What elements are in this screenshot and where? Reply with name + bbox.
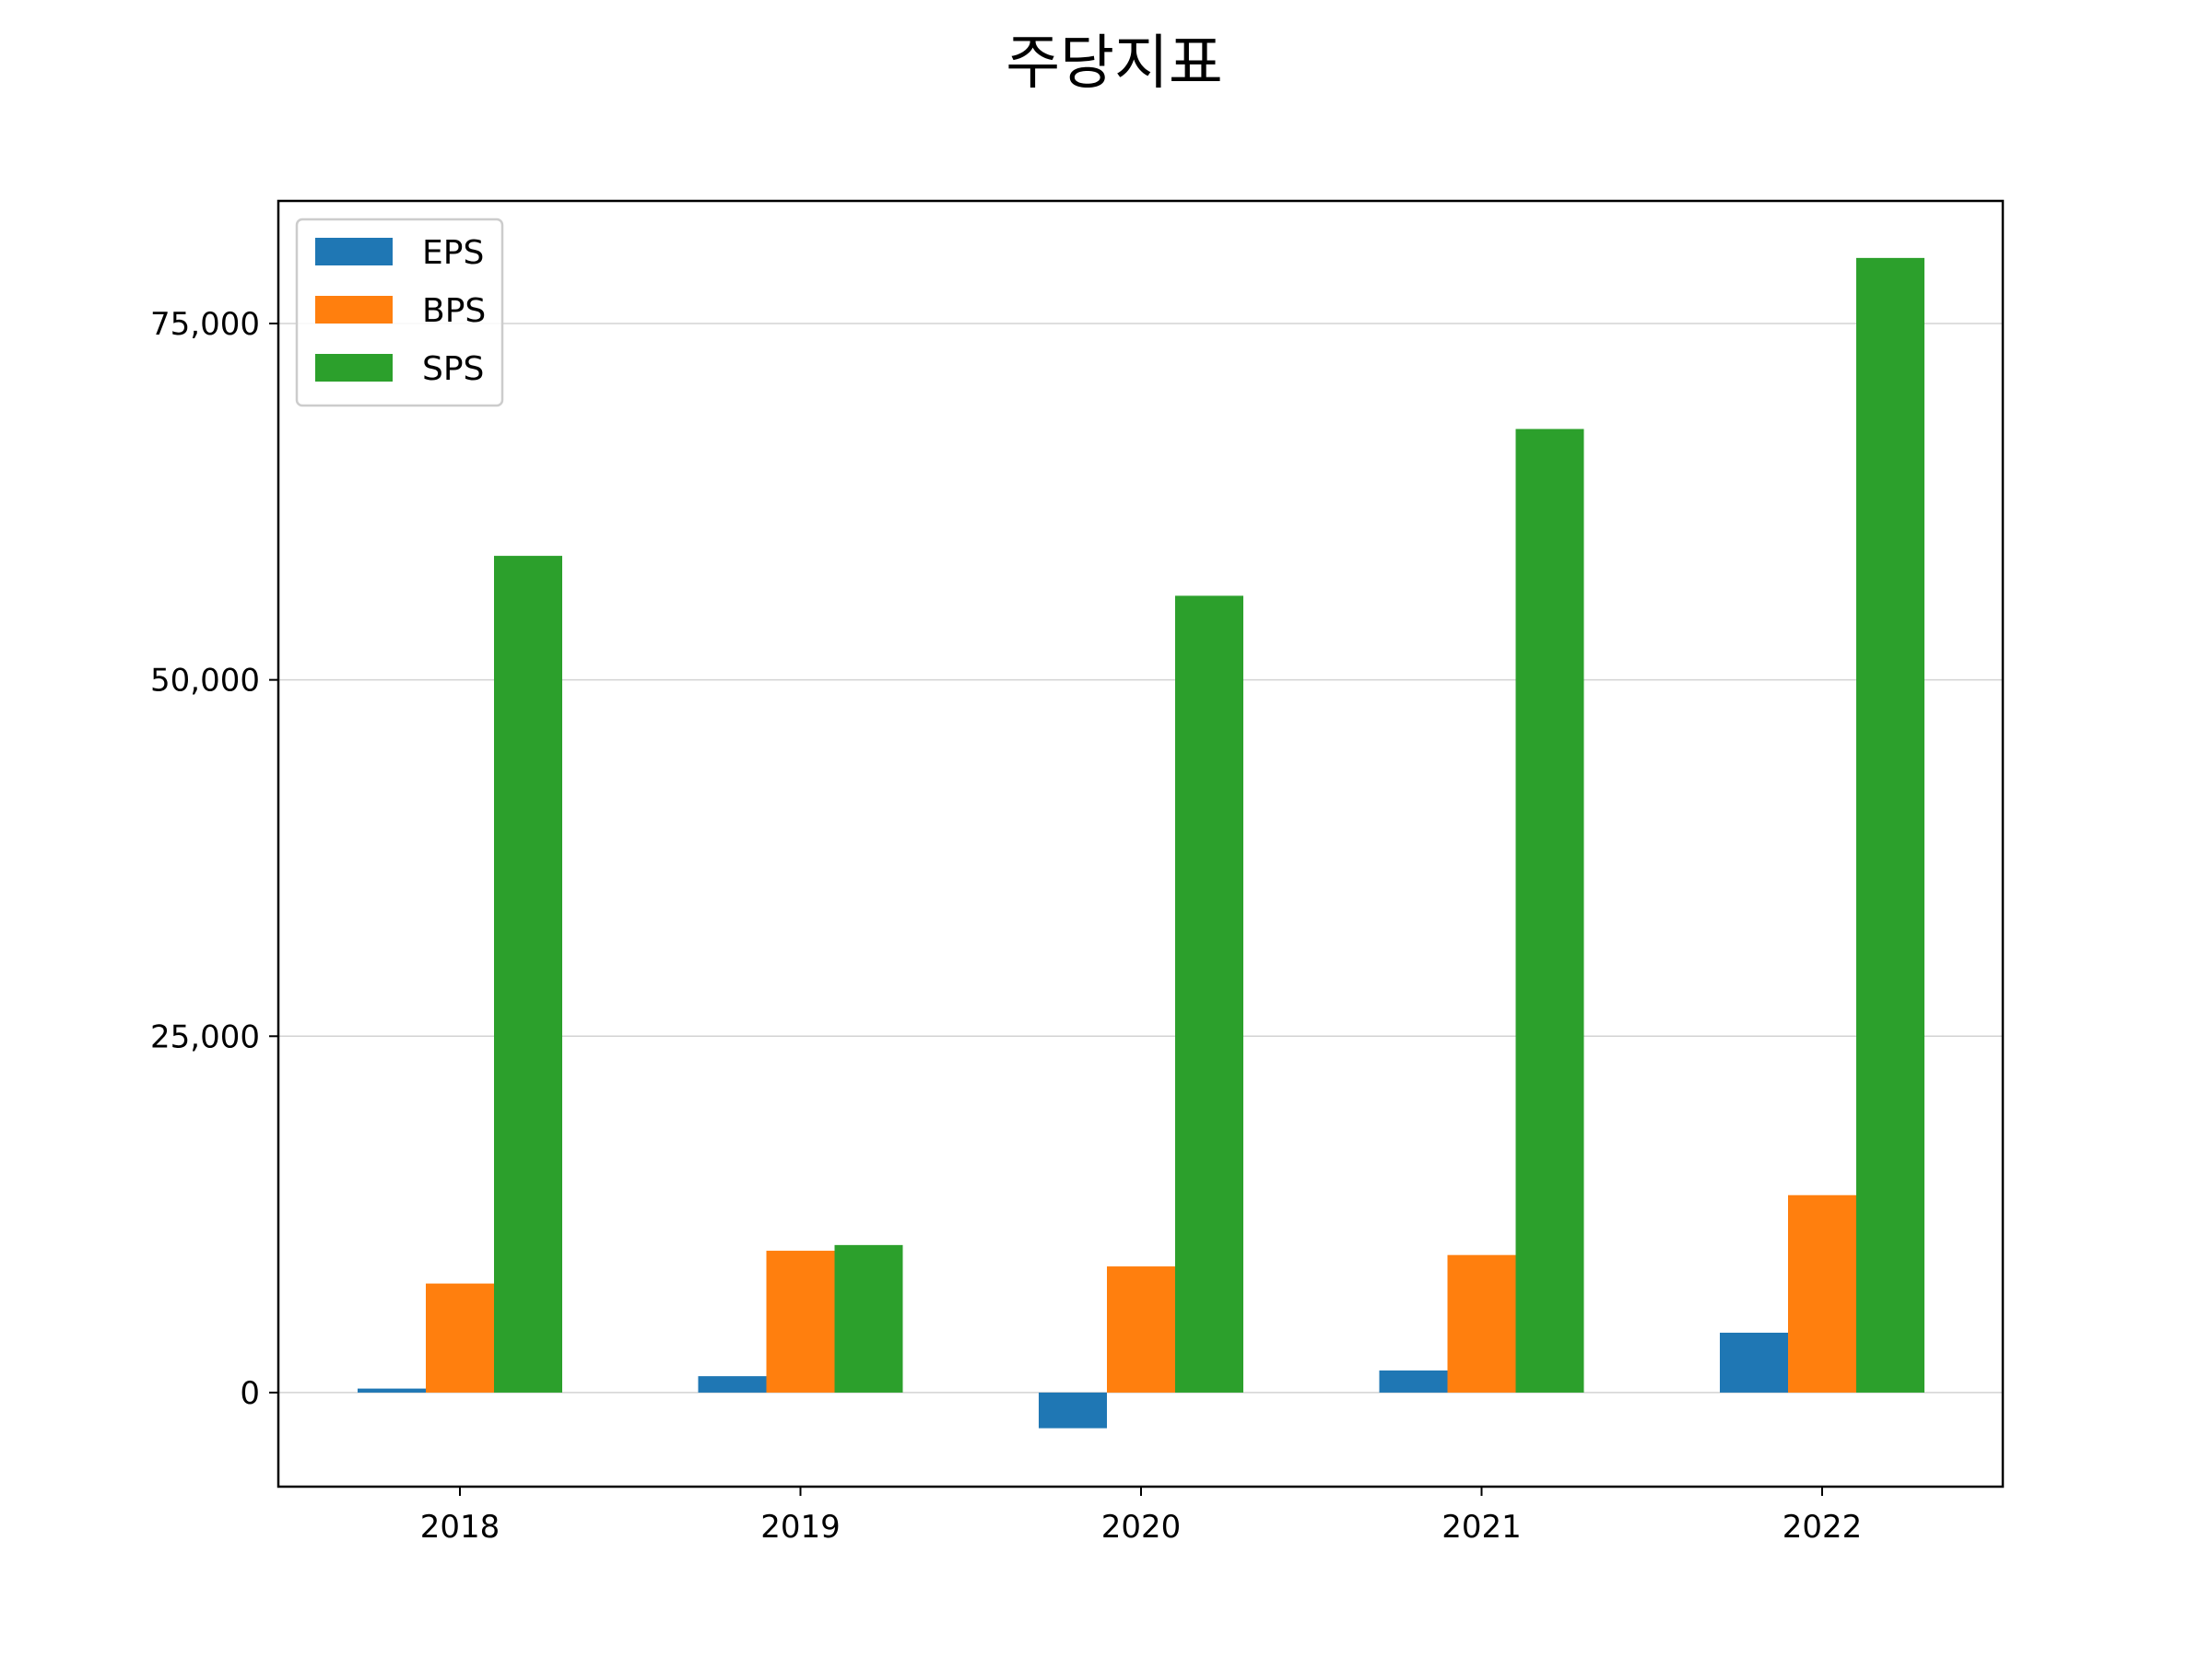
bar-eps-2020 bbox=[1039, 1392, 1107, 1429]
bar-bps-2021 bbox=[1447, 1254, 1516, 1393]
bar-sps-2019 bbox=[834, 1244, 903, 1393]
legend-label-eps: EPS bbox=[422, 234, 484, 272]
bar-sps-2020 bbox=[1175, 595, 1243, 1393]
bar-bps-2020 bbox=[1107, 1266, 1175, 1393]
legend-swatch-bps bbox=[315, 296, 393, 324]
y-tick-label: 50,000 bbox=[150, 663, 260, 700]
x-tick-label: 2022 bbox=[1783, 1509, 1863, 1546]
bar-sps-2022 bbox=[1856, 257, 1924, 1393]
axis-ticks: 0 25,000 50,000 75,000 2018 2019 2020 2021 2022 bbox=[150, 306, 1862, 1546]
legend-swatch-eps bbox=[315, 238, 393, 265]
grid-lines bbox=[278, 323, 2003, 1394]
bar-bps-2018 bbox=[426, 1283, 494, 1393]
bars bbox=[358, 257, 1924, 1429]
bar-eps-2018 bbox=[358, 1388, 426, 1393]
y-tick-label: 25,000 bbox=[150, 1018, 260, 1055]
legend-swatch-sps bbox=[315, 354, 393, 382]
legend: EPS BPS SPS bbox=[295, 218, 504, 407]
x-tick-label: 2018 bbox=[420, 1509, 500, 1546]
bar-bps-2019 bbox=[766, 1251, 835, 1393]
bar-sps-2021 bbox=[1515, 429, 1584, 1393]
legend-label-sps: SPS bbox=[422, 350, 484, 388]
x-tick-label: 2021 bbox=[1441, 1509, 1522, 1546]
bar-eps-2019 bbox=[698, 1376, 767, 1393]
legend-label-bps: BPS bbox=[422, 292, 486, 330]
x-tick-label: 2020 bbox=[1101, 1509, 1182, 1546]
bar-sps-2018 bbox=[494, 556, 562, 1393]
y-tick-label: 75,000 bbox=[150, 306, 260, 343]
bar-eps-2022 bbox=[1720, 1332, 1788, 1393]
x-tick-label: 2019 bbox=[760, 1509, 841, 1546]
chart-title: 주당지표 bbox=[1006, 29, 1223, 98]
legend-items: EPS BPS SPS bbox=[315, 234, 486, 388]
bar-bps-2022 bbox=[1788, 1194, 1856, 1393]
bar-eps-2021 bbox=[1379, 1370, 1448, 1393]
y-tick-label: 0 bbox=[240, 1375, 260, 1412]
